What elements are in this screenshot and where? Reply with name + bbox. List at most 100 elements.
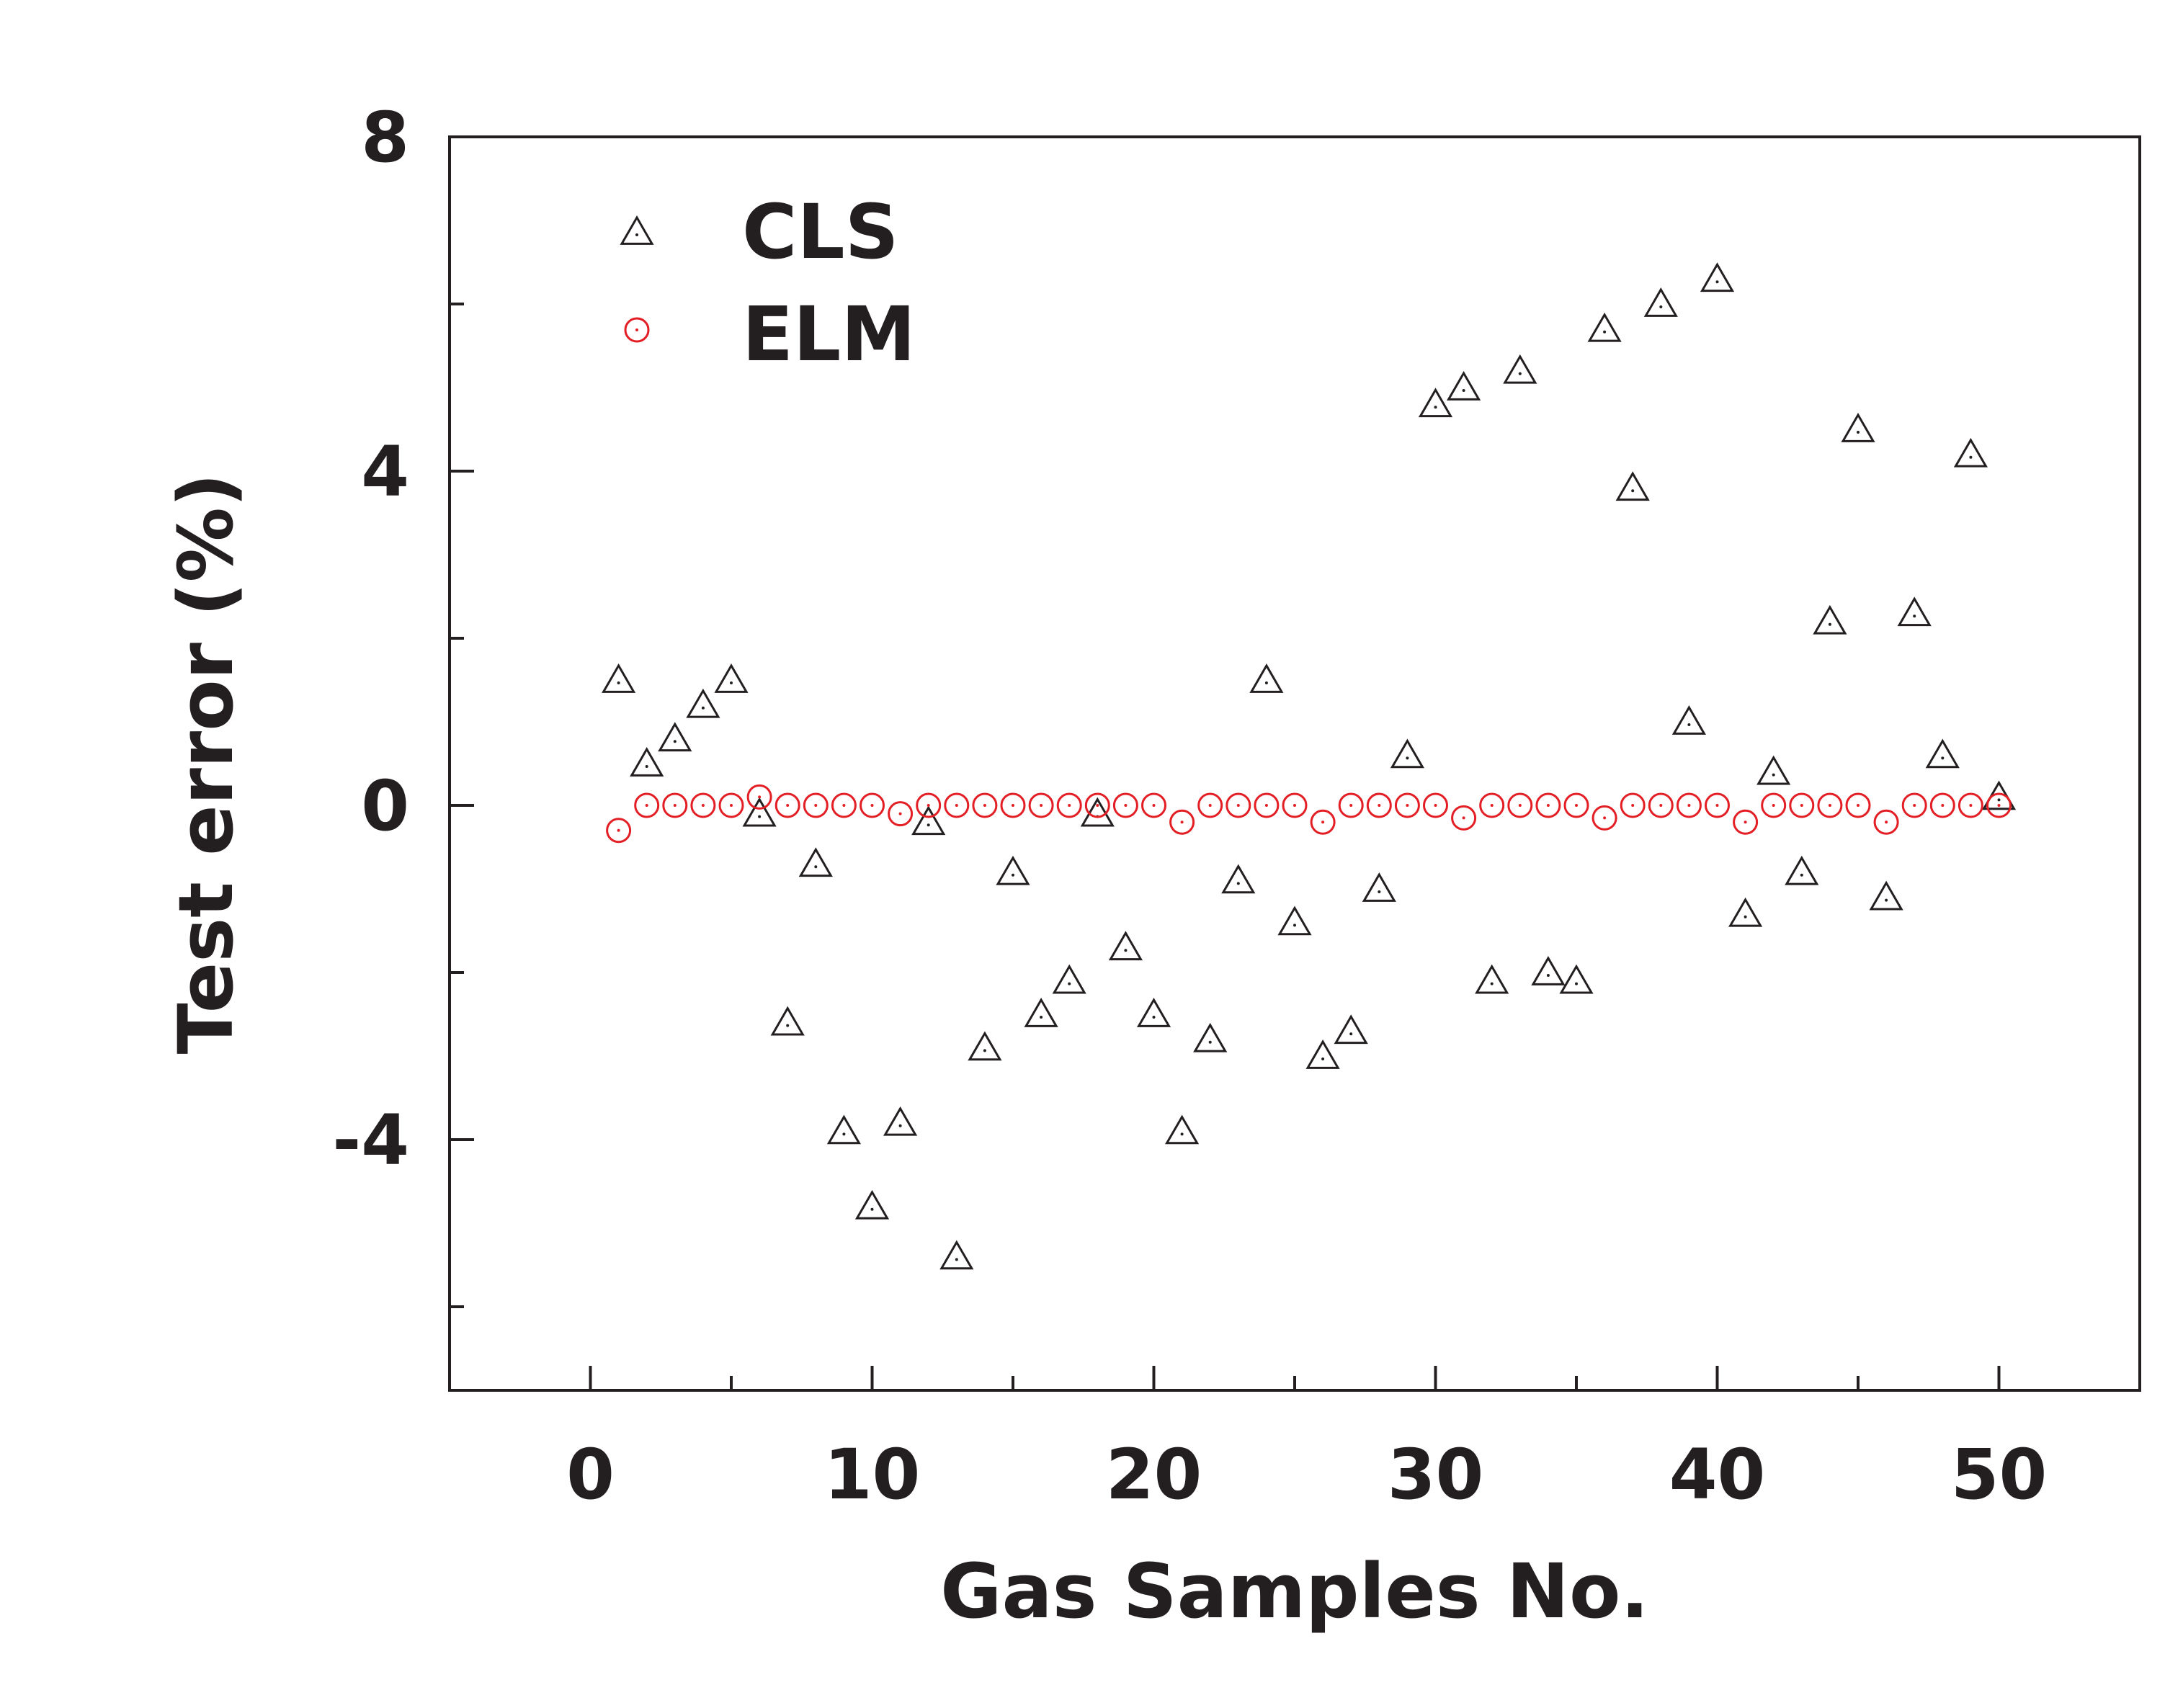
x-axis-title: Gas Samples No. (940, 1547, 1649, 1635)
elm-point-30 (1423, 792, 1448, 818)
legend: CLS ELM (620, 188, 916, 378)
y-tick-label-8: 8 (361, 97, 409, 178)
cls-point-22 (1193, 1022, 1228, 1052)
elm-point-23 (1226, 792, 1251, 818)
elm-point-27 (1338, 792, 1364, 818)
elm-point-8 (803, 792, 829, 818)
cls-point-40 (1700, 262, 1735, 292)
cls-point-7 (770, 1006, 805, 1036)
cls-point-31 (1447, 371, 1481, 401)
cls-point-13 (939, 1240, 974, 1270)
elm-point-21 (1169, 809, 1195, 835)
elm-point-22 (1197, 792, 1223, 818)
cls-point-23 (1221, 864, 1256, 894)
elm-point-24 (1254, 792, 1280, 818)
elm-point-34 (1535, 792, 1561, 818)
cls-point-34 (1531, 956, 1566, 985)
elm-point-4 (690, 792, 716, 818)
elm-point-18 (1084, 792, 1110, 818)
legend-marker-elm (624, 317, 650, 343)
cls-point-21 (1165, 1114, 1200, 1145)
cls-point-3 (658, 722, 692, 752)
elm-point-50 (1986, 792, 2012, 818)
elm-legend-symbol (624, 317, 650, 343)
elm-point-41 (1733, 809, 1759, 835)
x-tick-label-0: 0 (566, 1434, 615, 1515)
cls-point-6 (742, 797, 777, 827)
elm-point-49 (1957, 792, 1983, 818)
cls-point-36 (1587, 312, 1622, 342)
cls-point-37 (1615, 471, 1650, 501)
elm-point-31 (1451, 805, 1477, 831)
cls-point-27 (1334, 1014, 1368, 1045)
x-tick-label-50: 50 (1951, 1434, 2048, 1515)
cls-point-43 (1785, 855, 1819, 885)
elm-point-26 (1310, 809, 1336, 835)
cls-point-17 (1052, 964, 1086, 994)
elm-point-17 (1056, 792, 1082, 818)
y-tick-label-0: 0 (361, 766, 409, 846)
elm-point-40 (1705, 792, 1730, 818)
elm-point-28 (1366, 792, 1392, 818)
elm-point-43 (1789, 792, 1815, 818)
cls-point-14 (968, 1031, 1002, 1061)
elm-point-1 (606, 818, 632, 844)
cls-point-25 (1277, 906, 1312, 936)
elm-point-38 (1648, 792, 1674, 818)
cls-point-11 (883, 1106, 918, 1136)
cls-point-48 (1925, 738, 1960, 769)
cls-point-46 (1869, 880, 1903, 911)
elm-point-45 (1845, 792, 1871, 818)
cls-point-30 (1418, 388, 1453, 418)
elm-point-12 (916, 792, 942, 818)
cls-point-10 (854, 1189, 890, 1220)
x-tick-label-40: 40 (1669, 1434, 1766, 1515)
cls-point-5 (714, 663, 749, 693)
cls-point-39 (1671, 705, 1706, 735)
cls-point-9 (826, 1114, 861, 1145)
cls-point-35 (1559, 964, 1594, 994)
cls-point-19 (1108, 931, 1143, 961)
y-tick-label--4: -4 (332, 1100, 409, 1181)
elm-point-5 (718, 792, 744, 818)
elm-point-2 (634, 792, 660, 818)
cls-point-47 (1897, 596, 1932, 627)
elm-point-47 (1901, 792, 1927, 818)
elm-point-46 (1873, 809, 1899, 835)
cls-point-12 (911, 805, 946, 836)
elm-point-6 (746, 784, 772, 810)
elm-point-11 (888, 801, 914, 827)
cls-point-42 (1756, 755, 1791, 785)
elm-point-20 (1141, 792, 1166, 818)
elm-point-9 (831, 792, 857, 818)
cls-point-20 (1136, 998, 1171, 1027)
elm-point-32 (1479, 792, 1505, 818)
elm-point-42 (1761, 792, 1787, 818)
cls-point-16 (1024, 998, 1058, 1027)
axis-ticks (450, 135, 2001, 1390)
elm-point-36 (1592, 805, 1617, 831)
cls-point-49 (1953, 437, 1988, 468)
cls-legend-symbol (620, 215, 654, 245)
cls-point-4 (686, 688, 720, 718)
cls-point-33 (1503, 354, 1537, 384)
elm-point-33 (1507, 792, 1533, 818)
elm-point-19 (1112, 792, 1138, 818)
cls-point-24 (1249, 663, 1284, 693)
x-tick-label-10: 10 (824, 1434, 921, 1515)
cls-point-29 (1390, 738, 1424, 769)
legend-label-elm: ELM (742, 290, 916, 378)
elm-point-13 (944, 792, 970, 818)
elm-point-7 (774, 792, 800, 818)
cls-point-45 (1841, 413, 1875, 442)
x-tick-label-30: 30 (1388, 1434, 1484, 1515)
elm-point-25 (1282, 792, 1308, 818)
elm-point-29 (1394, 792, 1420, 818)
elm-point-39 (1676, 792, 1702, 818)
cls-point-38 (1643, 287, 1678, 317)
cls-point-26 (1305, 1039, 1340, 1069)
elm-point-16 (1028, 792, 1054, 818)
cls-point-28 (1362, 872, 1396, 902)
y-tick-label-4: 4 (361, 432, 409, 512)
y-axis-title: Test error (%) (162, 473, 250, 1055)
